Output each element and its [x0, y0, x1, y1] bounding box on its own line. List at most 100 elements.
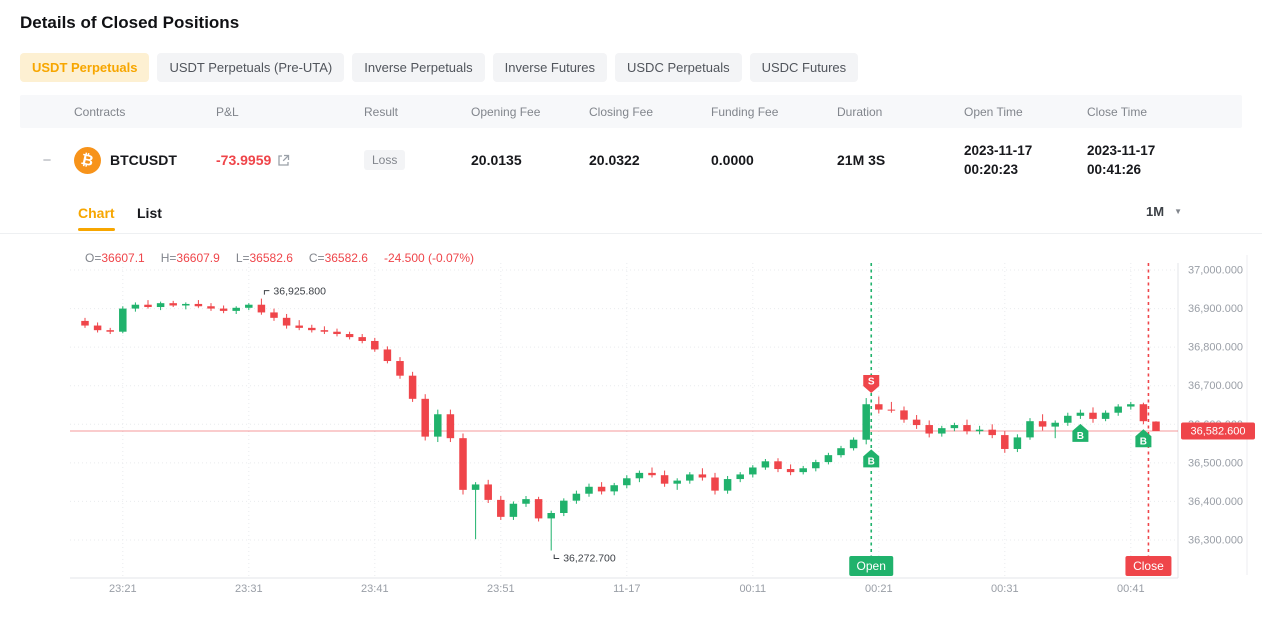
candle-body	[786, 469, 795, 473]
chart-text: 36,300.000	[1188, 534, 1243, 546]
candlestick-chart[interactable]: 37,000.000 36,900.000 36,800.000 36,700.000…	[0, 245, 1262, 622]
pnl-cell: -73.9959	[210, 152, 358, 168]
trade-marker-buy	[1135, 429, 1152, 448]
closing-fee-value: 20.0322	[589, 152, 640, 168]
product-tab-4[interactable]: USDC Perpetuals	[615, 53, 742, 82]
candle-body	[169, 303, 177, 306]
column-header: Close Time	[1087, 104, 1148, 119]
chart-list-tabbar: Chart List	[0, 203, 1262, 234]
chart-text: B	[1140, 436, 1147, 447]
candle-body	[673, 480, 681, 484]
interval-value: 1M	[1146, 204, 1165, 219]
candle-body	[434, 414, 442, 437]
product-tabs: USDT Perpetuals USDT Perpetuals (Pre-UTA)…	[20, 53, 859, 82]
product-tab-1[interactable]: USDT Perpetuals (Pre-UTA)	[157, 53, 345, 82]
candle-body	[1013, 437, 1022, 449]
candle-body	[812, 462, 820, 469]
external-link-icon[interactable]	[277, 154, 290, 167]
candle-body	[560, 500, 568, 513]
candle-body	[207, 306, 215, 309]
close-time-value: 2023-11-17 00:41:26	[1087, 143, 1156, 177]
tab-chart[interactable]: Chart	[78, 205, 115, 231]
candle-body	[761, 461, 770, 468]
candle-body	[1152, 421, 1160, 431]
candle-body	[774, 461, 782, 470]
chart-text: 23:51	[487, 583, 515, 595]
product-tab-0[interactable]: USDT Perpetuals	[20, 53, 150, 82]
candle-body	[686, 474, 694, 481]
tab-list[interactable]: List	[137, 205, 162, 221]
candle-body	[194, 303, 203, 307]
product-tab-2[interactable]: Inverse Perpetuals	[352, 53, 485, 82]
chart-text: 00:21	[865, 583, 893, 595]
high-marker	[263, 290, 270, 295]
opening-fee-value: 20.0135	[471, 152, 522, 168]
candle-body	[963, 425, 971, 432]
chart-text: 00:11	[739, 583, 766, 595]
candle-body	[849, 439, 858, 449]
candle-body	[736, 474, 744, 480]
candle-body	[950, 425, 959, 429]
candle-body	[497, 499, 505, 517]
candle-body	[623, 478, 631, 486]
chart-text: B	[868, 456, 875, 467]
candle-body	[509, 503, 518, 517]
candle-body	[471, 484, 480, 490]
column-header: Closing Fee	[589, 104, 654, 119]
chart-text: Close	[1133, 559, 1164, 573]
product-tab-5[interactable]: USDC Futures	[749, 53, 859, 82]
candle-body	[824, 455, 833, 463]
candle-body	[484, 484, 492, 500]
candle-body	[1101, 412, 1110, 419]
candle-body	[219, 308, 228, 311]
trade-marker-buy	[863, 449, 880, 468]
open-label-box	[849, 556, 894, 576]
candle-body	[106, 330, 114, 332]
candle-body	[1026, 421, 1034, 438]
closed-positions-table: Contracts P&L Result Opening Fee Closing Fee…	[20, 95, 1242, 192]
product-tab-3[interactable]: Inverse Futures	[492, 53, 607, 82]
candle-body	[1064, 415, 1072, 423]
chart-text: Open	[857, 559, 886, 573]
candle-body	[572, 493, 581, 501]
candle-body	[547, 512, 555, 519]
candle-body	[875, 404, 883, 410]
column-header: Result	[364, 104, 399, 119]
page-title: Details of Closed Positions	[20, 13, 240, 32]
candle-body	[522, 499, 530, 504]
interval-selector[interactable]: 1M ▼	[1146, 204, 1182, 219]
candle-body	[648, 472, 656, 476]
candle-body	[534, 499, 543, 519]
chart-text: 00:41	[1117, 583, 1145, 595]
candle-body	[1051, 422, 1059, 427]
candle-body	[81, 320, 89, 326]
candle-body	[408, 375, 417, 399]
contract-symbol: BTCUSDT	[110, 152, 177, 168]
candle-body	[270, 312, 278, 318]
chart-text: 36,925.800	[273, 286, 326, 298]
candle-body	[257, 304, 266, 313]
candle-body	[585, 486, 593, 494]
last-price-tag	[1181, 422, 1255, 440]
chevron-down-icon: ▼	[1174, 207, 1182, 216]
candle-body	[1127, 404, 1135, 407]
collapse-row-button[interactable]: −	[42, 151, 52, 169]
funding-fee-value: 0.0000	[711, 152, 754, 168]
column-header: Funding Fee	[711, 104, 779, 119]
candle-body	[900, 410, 908, 420]
candle-body	[308, 327, 316, 331]
btc-coin-icon: ₿	[74, 146, 101, 174]
close-label-box	[1125, 556, 1172, 576]
trade-marker-buy	[1072, 423, 1089, 442]
open-time-value: 2023-11-17 00:20:23	[964, 143, 1033, 177]
candle-body	[635, 472, 644, 479]
candle-body	[749, 467, 757, 475]
candle-body	[156, 303, 165, 308]
chart-text: 36,900.000	[1188, 303, 1243, 315]
chart-text: 23:31	[235, 583, 263, 595]
candle-body	[837, 448, 845, 456]
column-header: Duration	[837, 104, 883, 119]
candle-body	[333, 331, 341, 335]
result-badge: Loss	[364, 150, 406, 170]
contract-cell: ₿ BTCUSDT	[68, 146, 210, 174]
